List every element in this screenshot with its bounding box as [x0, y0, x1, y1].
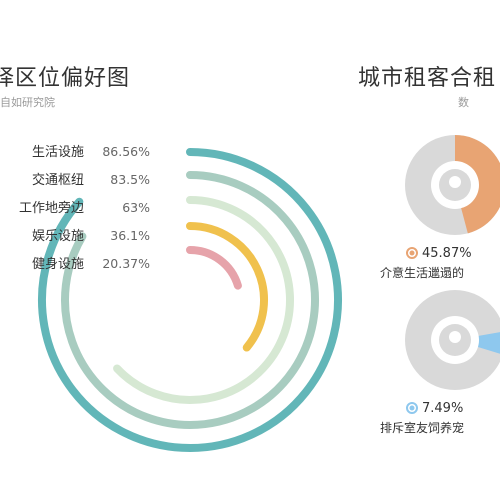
pie-icon-head-1	[449, 176, 461, 188]
radial-value-label: 36.1%	[110, 228, 150, 243]
pie-icon-head-2	[449, 331, 461, 343]
radial-arc-4	[186, 222, 268, 352]
radial-arc-5	[186, 246, 242, 290]
right-chart-subtitle: 数	[458, 96, 469, 109]
pie-category-label: 排斥室友饲养宠	[380, 420, 464, 435]
right-chart-title: 城市租客合租	[358, 66, 497, 91]
left-chart-subtitle: 自如研究院	[0, 96, 55, 109]
radial-arc-3	[113, 196, 294, 404]
radial-arc-1	[38, 148, 342, 452]
pie-value-label: 7.49%	[422, 401, 463, 416]
radial-category-label: 生活设施	[32, 145, 84, 160]
radial-value-label: 86.56%	[102, 144, 150, 159]
pie-category-label: 介意生活邋遢的	[380, 265, 464, 280]
legend-dot-center-1	[409, 250, 415, 256]
pie-value-label: 45.87%	[422, 246, 472, 261]
radial-category-label: 娱乐设施	[32, 229, 84, 244]
radial-category-label: 工作地旁边	[19, 200, 84, 216]
radial-value-label: 20.37%	[102, 256, 150, 271]
radial-value-label: 63%	[122, 200, 150, 215]
radial-category-label: 交通枢纽	[32, 172, 84, 188]
radial-category-label: 健身设施	[32, 256, 84, 272]
legend-dot-center-2	[409, 405, 415, 411]
left-chart-title: 择区位偏好图	[0, 66, 131, 91]
radial-arc-2	[61, 171, 319, 429]
radial-value-label: 83.5%	[110, 172, 150, 187]
